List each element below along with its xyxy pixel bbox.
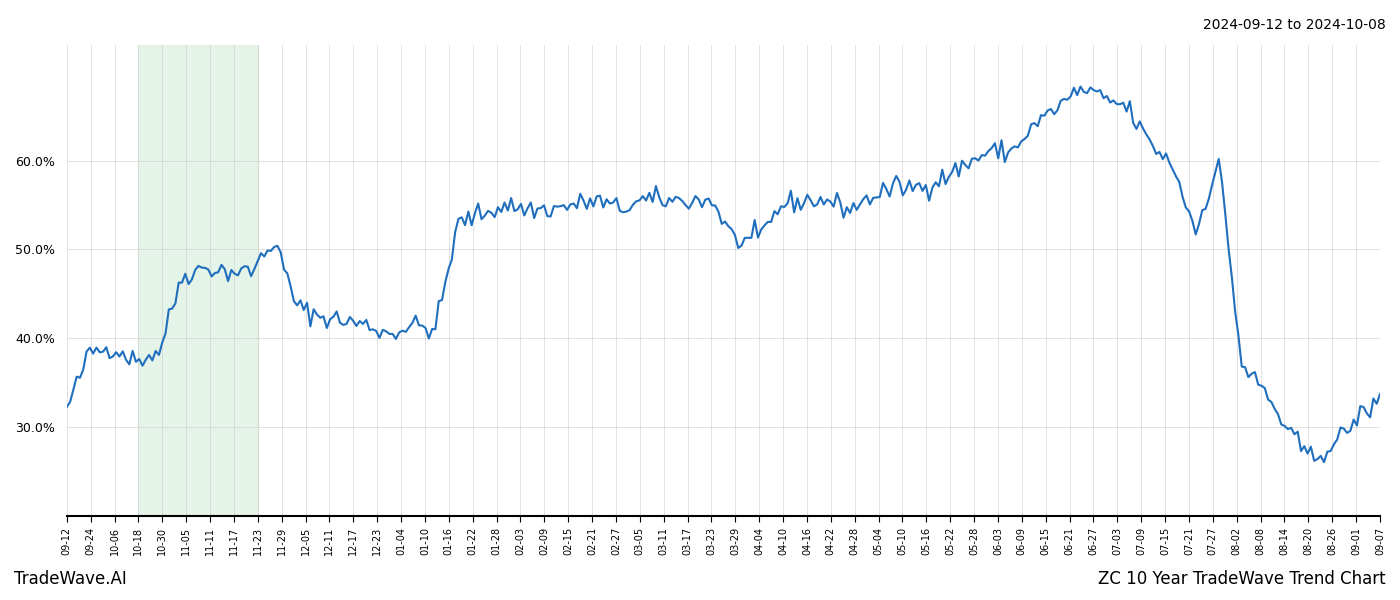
Text: ZC 10 Year TradeWave Trend Chart: ZC 10 Year TradeWave Trend Chart bbox=[1099, 570, 1386, 588]
Text: TradeWave.AI: TradeWave.AI bbox=[14, 570, 127, 588]
Text: 2024-09-12 to 2024-10-08: 2024-09-12 to 2024-10-08 bbox=[1203, 18, 1386, 32]
Bar bbox=[139, 45, 258, 516]
